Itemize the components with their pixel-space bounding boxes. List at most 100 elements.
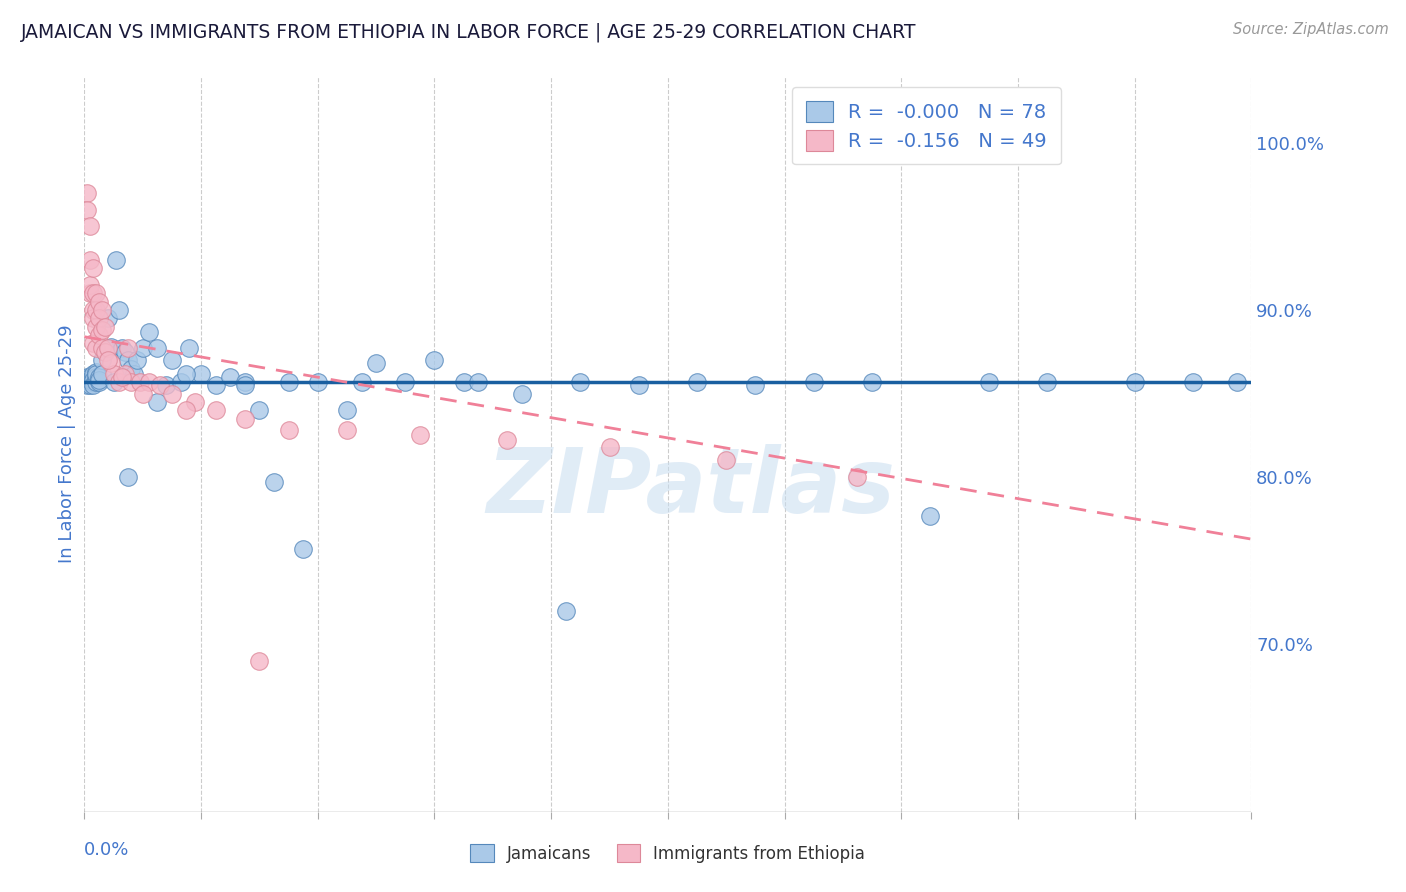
Point bbox=[94, 344, 117, 359]
Point bbox=[176, 367, 198, 381]
Point bbox=[94, 319, 117, 334]
Point bbox=[79, 375, 101, 389]
Point bbox=[87, 373, 110, 387]
Point bbox=[90, 367, 112, 381]
Point bbox=[263, 475, 285, 490]
Point bbox=[97, 311, 120, 326]
Point bbox=[366, 356, 388, 371]
Point bbox=[803, 375, 825, 389]
Point bbox=[176, 403, 198, 417]
Point bbox=[169, 375, 191, 389]
Point bbox=[117, 353, 139, 368]
Point bbox=[846, 470, 869, 484]
Point bbox=[117, 470, 139, 484]
Point bbox=[82, 370, 104, 384]
Point bbox=[510, 386, 533, 401]
Point bbox=[84, 303, 107, 318]
Point bbox=[496, 434, 519, 448]
Point bbox=[336, 424, 359, 438]
Point bbox=[138, 325, 160, 339]
Point bbox=[1123, 375, 1146, 389]
Point bbox=[132, 342, 155, 356]
Point bbox=[108, 303, 131, 318]
Point bbox=[94, 344, 117, 359]
Point bbox=[84, 342, 107, 356]
Point bbox=[219, 370, 242, 384]
Point bbox=[82, 336, 104, 351]
Point bbox=[100, 356, 122, 371]
Point bbox=[84, 286, 107, 301]
Point bbox=[79, 373, 101, 387]
Point bbox=[233, 378, 256, 392]
Point bbox=[149, 378, 172, 392]
Point bbox=[82, 303, 104, 318]
Point bbox=[76, 375, 98, 389]
Text: ZIPatlas: ZIPatlas bbox=[486, 444, 896, 532]
Point bbox=[184, 395, 207, 409]
Point bbox=[249, 403, 271, 417]
Point bbox=[179, 342, 201, 356]
Point bbox=[97, 353, 120, 368]
Point bbox=[76, 370, 98, 384]
Point bbox=[292, 542, 315, 557]
Point bbox=[120, 361, 142, 376]
Point bbox=[160, 386, 183, 401]
Point bbox=[467, 375, 489, 389]
Point bbox=[105, 252, 128, 267]
Point bbox=[76, 186, 98, 200]
Text: Source: ZipAtlas.com: Source: ZipAtlas.com bbox=[1233, 22, 1389, 37]
Point bbox=[744, 378, 766, 392]
Text: JAMAICAN VS IMMIGRANTS FROM ETHIOPIA IN LABOR FORCE | AGE 25-29 CORRELATION CHAR: JAMAICAN VS IMMIGRANTS FROM ETHIOPIA IN … bbox=[21, 22, 917, 42]
Point bbox=[87, 375, 110, 389]
Point bbox=[100, 340, 122, 354]
Point bbox=[82, 367, 104, 381]
Point bbox=[76, 375, 98, 389]
Point bbox=[686, 375, 709, 389]
Point bbox=[79, 252, 101, 267]
Point bbox=[82, 375, 104, 389]
Point bbox=[233, 375, 256, 389]
Point bbox=[146, 395, 169, 409]
Point bbox=[249, 654, 271, 668]
Point bbox=[155, 378, 177, 392]
Point bbox=[103, 375, 125, 389]
Point bbox=[1182, 375, 1205, 389]
Point bbox=[1226, 375, 1249, 389]
Point bbox=[1036, 375, 1059, 389]
Point bbox=[117, 342, 139, 356]
Point bbox=[84, 365, 107, 379]
Point bbox=[307, 375, 329, 389]
Point bbox=[114, 344, 136, 359]
Point bbox=[111, 370, 134, 384]
Point bbox=[114, 367, 136, 381]
Point bbox=[716, 453, 738, 467]
Point bbox=[204, 403, 226, 417]
Point bbox=[90, 353, 112, 368]
Point bbox=[453, 375, 475, 389]
Point bbox=[87, 370, 110, 384]
Point bbox=[336, 403, 359, 417]
Point bbox=[82, 311, 104, 326]
Point bbox=[111, 342, 134, 356]
Point bbox=[90, 323, 112, 337]
Point bbox=[977, 375, 1000, 389]
Point bbox=[160, 353, 183, 368]
Point bbox=[394, 375, 416, 389]
Point bbox=[94, 342, 117, 356]
Point bbox=[554, 604, 576, 618]
Point bbox=[82, 261, 104, 276]
Point bbox=[122, 367, 145, 381]
Point bbox=[128, 375, 150, 389]
Point bbox=[90, 342, 112, 356]
Point bbox=[409, 428, 432, 442]
Point bbox=[79, 277, 101, 292]
Point bbox=[146, 342, 169, 356]
Point bbox=[120, 375, 142, 389]
Point bbox=[233, 411, 256, 425]
Point bbox=[277, 375, 299, 389]
Point bbox=[76, 202, 98, 217]
Point bbox=[82, 373, 104, 387]
Point bbox=[277, 424, 299, 438]
Point bbox=[350, 375, 373, 389]
Point bbox=[79, 378, 101, 392]
